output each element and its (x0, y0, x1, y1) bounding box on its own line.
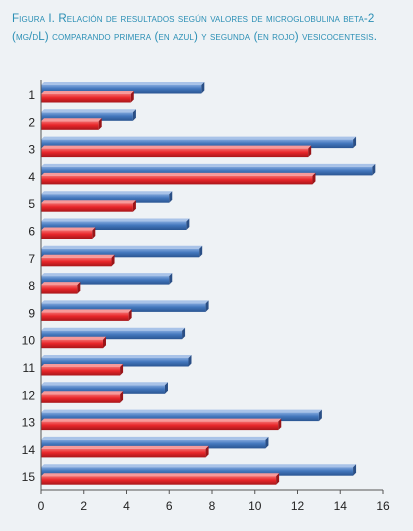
bar-second-12 (41, 391, 124, 403)
x-tick-label: 2 (80, 499, 87, 513)
bar-second-10 (41, 336, 106, 349)
bar-second-9 (41, 309, 132, 321)
bar-first-14 (41, 436, 269, 449)
bar-second-6 (41, 227, 96, 239)
bar-first-13 (41, 409, 322, 422)
bar-second-11 (41, 364, 124, 376)
y-tick-label: 8 (28, 279, 35, 293)
x-tick-label: 12 (291, 499, 305, 513)
bar-second-14 (41, 445, 209, 458)
x-tick-label: 14 (334, 499, 348, 513)
bar-second-8 (41, 282, 81, 294)
bar-second-15 (41, 473, 280, 485)
bar-second-4 (41, 172, 316, 185)
bar-first-2 (41, 109, 136, 121)
y-tick-label: 4 (28, 170, 35, 184)
y-tick-label: 14 (22, 443, 36, 457)
y-tick-label: 5 (28, 197, 35, 211)
bar-first-5 (41, 191, 173, 203)
y-tick-label: 6 (28, 225, 35, 239)
bar-first-6 (41, 218, 190, 230)
bar-first-11 (41, 355, 192, 367)
y-tick-label: 11 (23, 361, 36, 375)
bar-first-8 (41, 273, 173, 285)
bar-first-4 (41, 163, 376, 176)
x-tick-label: 6 (166, 499, 173, 513)
y-tick-label: 3 (28, 143, 35, 157)
bar-second-7 (41, 254, 115, 267)
bar-first-9 (41, 300, 209, 312)
bar-first-3 (41, 136, 357, 149)
y-tick-label: 9 (28, 306, 35, 320)
bar-first-12 (41, 382, 168, 394)
x-tick-label: 10 (248, 499, 262, 513)
y-tick-label: 12 (22, 388, 36, 402)
figure-caption-text: Relación de resultados según valores de … (12, 12, 378, 43)
figure-caption: Figura I. Relación de resultados según v… (12, 10, 404, 46)
x-tick-label: 16 (376, 499, 390, 513)
bar-first-15 (41, 464, 357, 476)
bar-second-5 (41, 200, 136, 212)
y-tick-label: 2 (28, 115, 35, 129)
y-tick-label: 15 (22, 470, 36, 484)
figure-label: Figura I. (12, 12, 55, 25)
bar-second-1 (41, 91, 134, 103)
y-tick-label: 7 (28, 252, 35, 266)
bar-second-2 (41, 118, 102, 130)
y-tick-label: 1 (28, 88, 35, 102)
bar-second-3 (41, 145, 312, 158)
bar-first-1 (41, 82, 205, 94)
y-tick-label: 13 (22, 416, 36, 430)
y-tick-label: 10 (22, 334, 36, 348)
bar-first-10 (41, 327, 186, 340)
bar-second-13 (41, 418, 282, 431)
x-tick-label: 4 (123, 499, 130, 513)
bar-first-7 (41, 245, 203, 258)
x-tick-label: 0 (38, 499, 45, 513)
x-tick-label: 8 (209, 499, 216, 513)
